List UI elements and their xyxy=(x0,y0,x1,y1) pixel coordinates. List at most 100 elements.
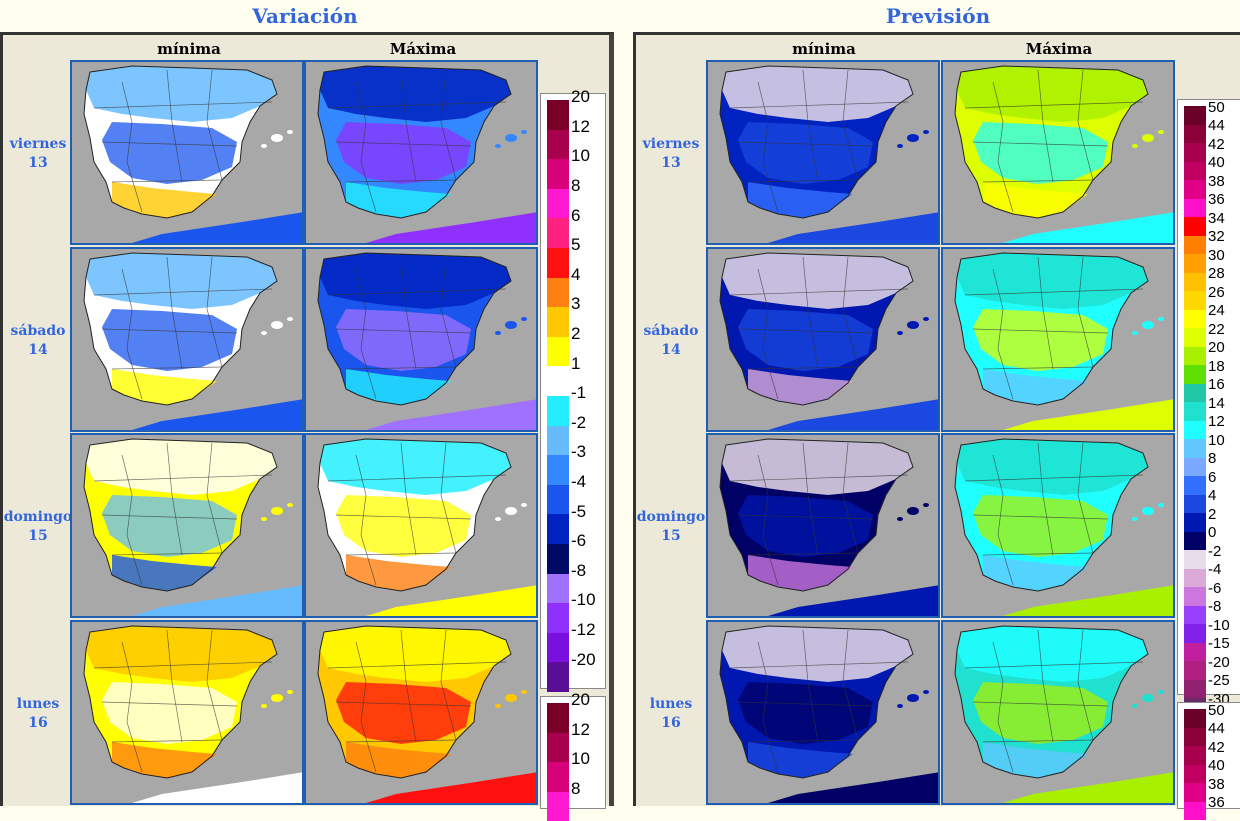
legend-swatch xyxy=(547,573,569,604)
legend-label: 36 xyxy=(1208,794,1225,812)
legend-entry: 2 xyxy=(547,324,607,367)
map-var-fri-max[interactable] xyxy=(304,60,538,245)
legend-label: 8 xyxy=(571,779,581,798)
legend-entry: 10 xyxy=(547,146,607,189)
legend-label: -6 xyxy=(571,531,587,551)
legend-swatch xyxy=(1184,568,1206,587)
map-var-sun-max[interactable] xyxy=(304,433,538,618)
legend-label: 10 xyxy=(571,146,590,166)
legend-entry: 40 xyxy=(1184,757,1240,783)
legend-entry: 8 xyxy=(547,176,607,219)
legend-entry: 30 xyxy=(1184,247,1240,273)
legend-entry: 16 xyxy=(1184,376,1240,402)
legend-swatch xyxy=(1184,746,1206,765)
legend-swatch xyxy=(547,544,569,574)
legend-swatch xyxy=(547,425,569,456)
weather-map-image xyxy=(708,435,938,616)
map-prev-sun-min[interactable] xyxy=(706,433,940,618)
legend-entry: 12 xyxy=(1184,413,1240,439)
weather-map-image xyxy=(306,622,536,803)
day-label-sunday: domingo 15 xyxy=(636,508,706,546)
legend-label: 18 xyxy=(1208,357,1225,375)
legend-swatch xyxy=(1184,309,1206,328)
legend-entry: 12 xyxy=(547,117,607,160)
legend-label: 44 xyxy=(1208,117,1225,135)
legend-entry: 44 xyxy=(1184,117,1240,143)
map-var-mon-max[interactable] xyxy=(304,620,538,805)
day-name: lunes xyxy=(649,696,693,712)
legend-swatch xyxy=(547,791,569,821)
map-var-sun-min[interactable] xyxy=(70,433,304,618)
legend-swatch xyxy=(1184,513,1206,532)
legend-swatch xyxy=(1184,494,1206,513)
variacion-title: Variación xyxy=(252,4,358,28)
map-prev-sat-max[interactable] xyxy=(941,247,1175,432)
legend-entry: 5 xyxy=(547,235,607,278)
variation-legend: 20 12 10 8 6 5 4 3 2 1 -1 -2 -3 -4 -5 -6 -8 -10 -12 -20 xyxy=(540,87,607,692)
legend-label: 6 xyxy=(571,205,581,225)
legend-entry: 26 xyxy=(1184,284,1240,310)
legend-swatch xyxy=(547,100,569,130)
legend-label: -1 xyxy=(571,383,587,403)
legend-label: -2 xyxy=(571,412,587,432)
legend-label: 8 xyxy=(1208,450,1217,468)
forecast-panel: mínima Máxima viernes 13 sábado 14 domin… xyxy=(633,32,1240,820)
day-number: 13 xyxy=(661,155,681,171)
forecast-legend: 50 44 42 40 38 36 34 32 30 28 26 24 22 20 18 16 14 12 10 8 6… xyxy=(1177,99,1240,717)
legend-entry: 6 xyxy=(1184,469,1240,495)
legend-swatch xyxy=(1184,764,1206,783)
legend-label: 10 xyxy=(1208,431,1225,449)
legend-entry: 50 xyxy=(1184,702,1240,728)
legend-entry: -4 xyxy=(1184,561,1240,587)
legend-label: 22 xyxy=(1208,320,1225,338)
day-name: viernes xyxy=(642,136,700,152)
variation-legend-lower: 20 12 10 8 xyxy=(540,690,606,821)
legend-swatch xyxy=(547,129,569,160)
map-var-sat-max[interactable] xyxy=(304,247,538,432)
map-prev-mon-min[interactable] xyxy=(706,620,940,805)
map-var-fri-min[interactable] xyxy=(70,60,304,245)
weather-map-image xyxy=(943,62,1173,243)
legend-label: 28 xyxy=(1208,265,1225,283)
legend-entry: -8 xyxy=(547,561,607,604)
legend-entry: 4 xyxy=(1184,487,1240,513)
day-label-friday: viernes 13 xyxy=(636,135,706,173)
legend-label: 42 xyxy=(1208,738,1225,756)
weather-map-image xyxy=(72,435,302,616)
map-prev-mon-max[interactable] xyxy=(941,620,1175,805)
weather-map-image xyxy=(943,622,1173,803)
legend-entry: -10 xyxy=(1184,617,1240,643)
legend-label: 4 xyxy=(1208,487,1217,505)
legend-entry: 24 xyxy=(1184,302,1240,328)
legend-swatch xyxy=(547,307,569,337)
map-var-mon-min[interactable] xyxy=(70,620,304,805)
day-number: 15 xyxy=(28,528,48,544)
legend-label: 6 xyxy=(1208,468,1217,486)
legend-swatch xyxy=(1184,235,1206,254)
legend-entry: 44 xyxy=(1184,720,1240,746)
legend-entry: 8 xyxy=(547,779,607,821)
weather-map-image xyxy=(72,249,302,430)
legend-entry: -10 xyxy=(547,590,607,633)
weather-map-image xyxy=(708,622,938,803)
legend-label: -4 xyxy=(1208,561,1222,579)
map-prev-fri-min[interactable] xyxy=(706,60,940,245)
legend-entry: 20 xyxy=(1184,339,1240,365)
legend-swatch xyxy=(547,218,569,248)
map-var-sat-min[interactable] xyxy=(70,247,304,432)
map-prev-fri-max[interactable] xyxy=(941,60,1175,245)
weather-map-image xyxy=(708,249,938,430)
legend-entry: -12 xyxy=(547,620,607,663)
legend-swatch xyxy=(1184,254,1206,273)
map-prev-sat-min[interactable] xyxy=(706,247,940,432)
legend-swatch xyxy=(1184,106,1206,125)
day-number: 14 xyxy=(28,342,48,358)
legend-entry: 4 xyxy=(547,265,607,308)
legend-label: 1 xyxy=(571,353,581,373)
day-number: 13 xyxy=(28,155,48,171)
map-prev-sun-max[interactable] xyxy=(941,433,1175,618)
legend-label: 0 xyxy=(1208,524,1217,542)
legend-label: 20 xyxy=(571,87,590,107)
legend-swatch xyxy=(1184,328,1206,347)
legend-label: -3 xyxy=(571,442,587,462)
